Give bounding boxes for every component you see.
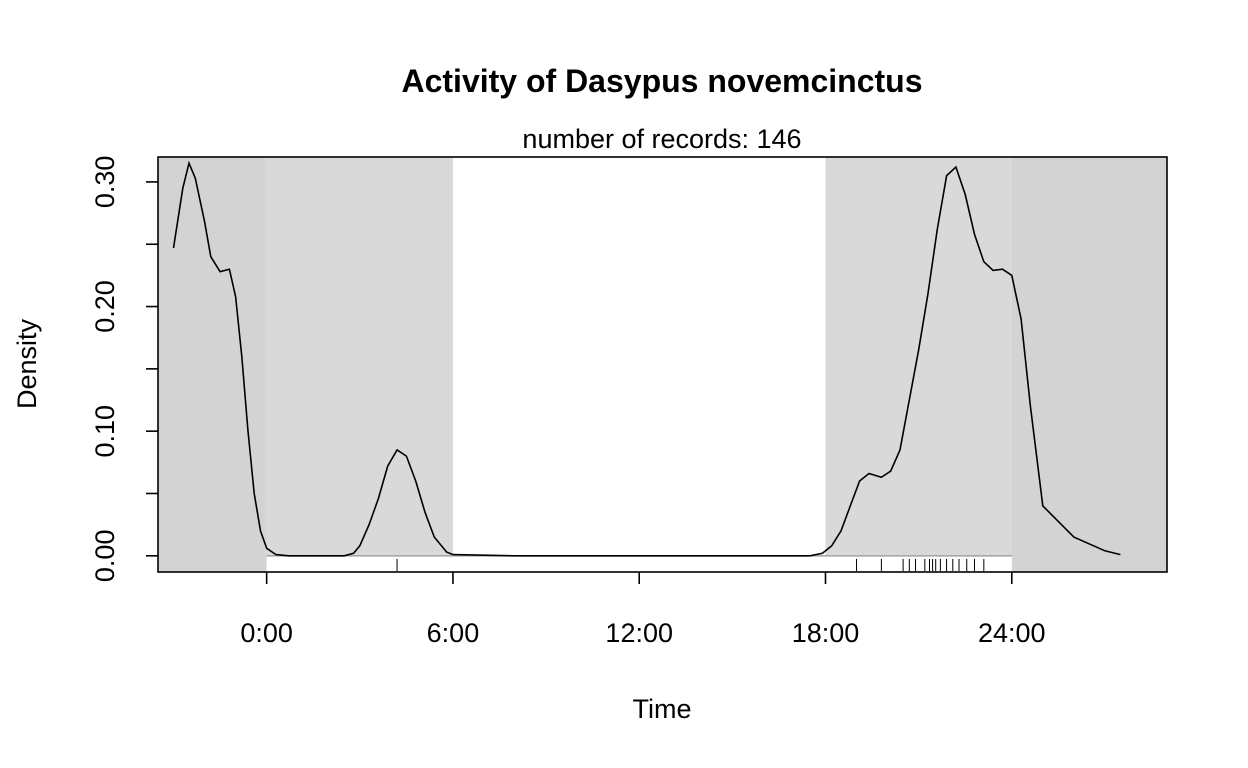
x-tick-label-2: 12:00: [605, 618, 673, 648]
plot-frame: [157, 156, 1168, 573]
x-axis: 0:00 6:00 12:00 18:00 24:00: [240, 572, 1046, 648]
baseline-band: [266, 554, 1012, 572]
y-tick-label-2: 0.10: [90, 405, 120, 458]
baseline-strip: [266, 555, 1012, 572]
night-shade-3: [1011, 157, 1167, 572]
x-tick-label-3: 18:00: [792, 618, 860, 648]
x-axis-label: Time: [633, 694, 692, 724]
x-tick-label-1: 6:00: [427, 618, 480, 648]
chart-title: Activity of Dasypus novemcinctus: [401, 63, 922, 99]
chart-subtitle: number of records: 146: [522, 124, 801, 154]
x-tick-label-0: 0:00: [240, 618, 293, 648]
density-curve: [172, 160, 1121, 557]
night-shading: [158, 157, 1167, 572]
y-tick-label-6: 0.30: [90, 156, 120, 209]
y-axis: 0.00 0.10 0.20 0.30: [90, 156, 158, 582]
night-shade-2: [825, 157, 1012, 572]
rug-marks: [396, 559, 985, 571]
y-axis-label: Density: [12, 318, 42, 409]
x-tick-label-4: 24:00: [978, 618, 1046, 648]
night-shade-0: [158, 157, 267, 572]
y-tick-label-0: 0.00: [90, 530, 120, 583]
y-tick-label-4: 0.20: [90, 280, 120, 333]
